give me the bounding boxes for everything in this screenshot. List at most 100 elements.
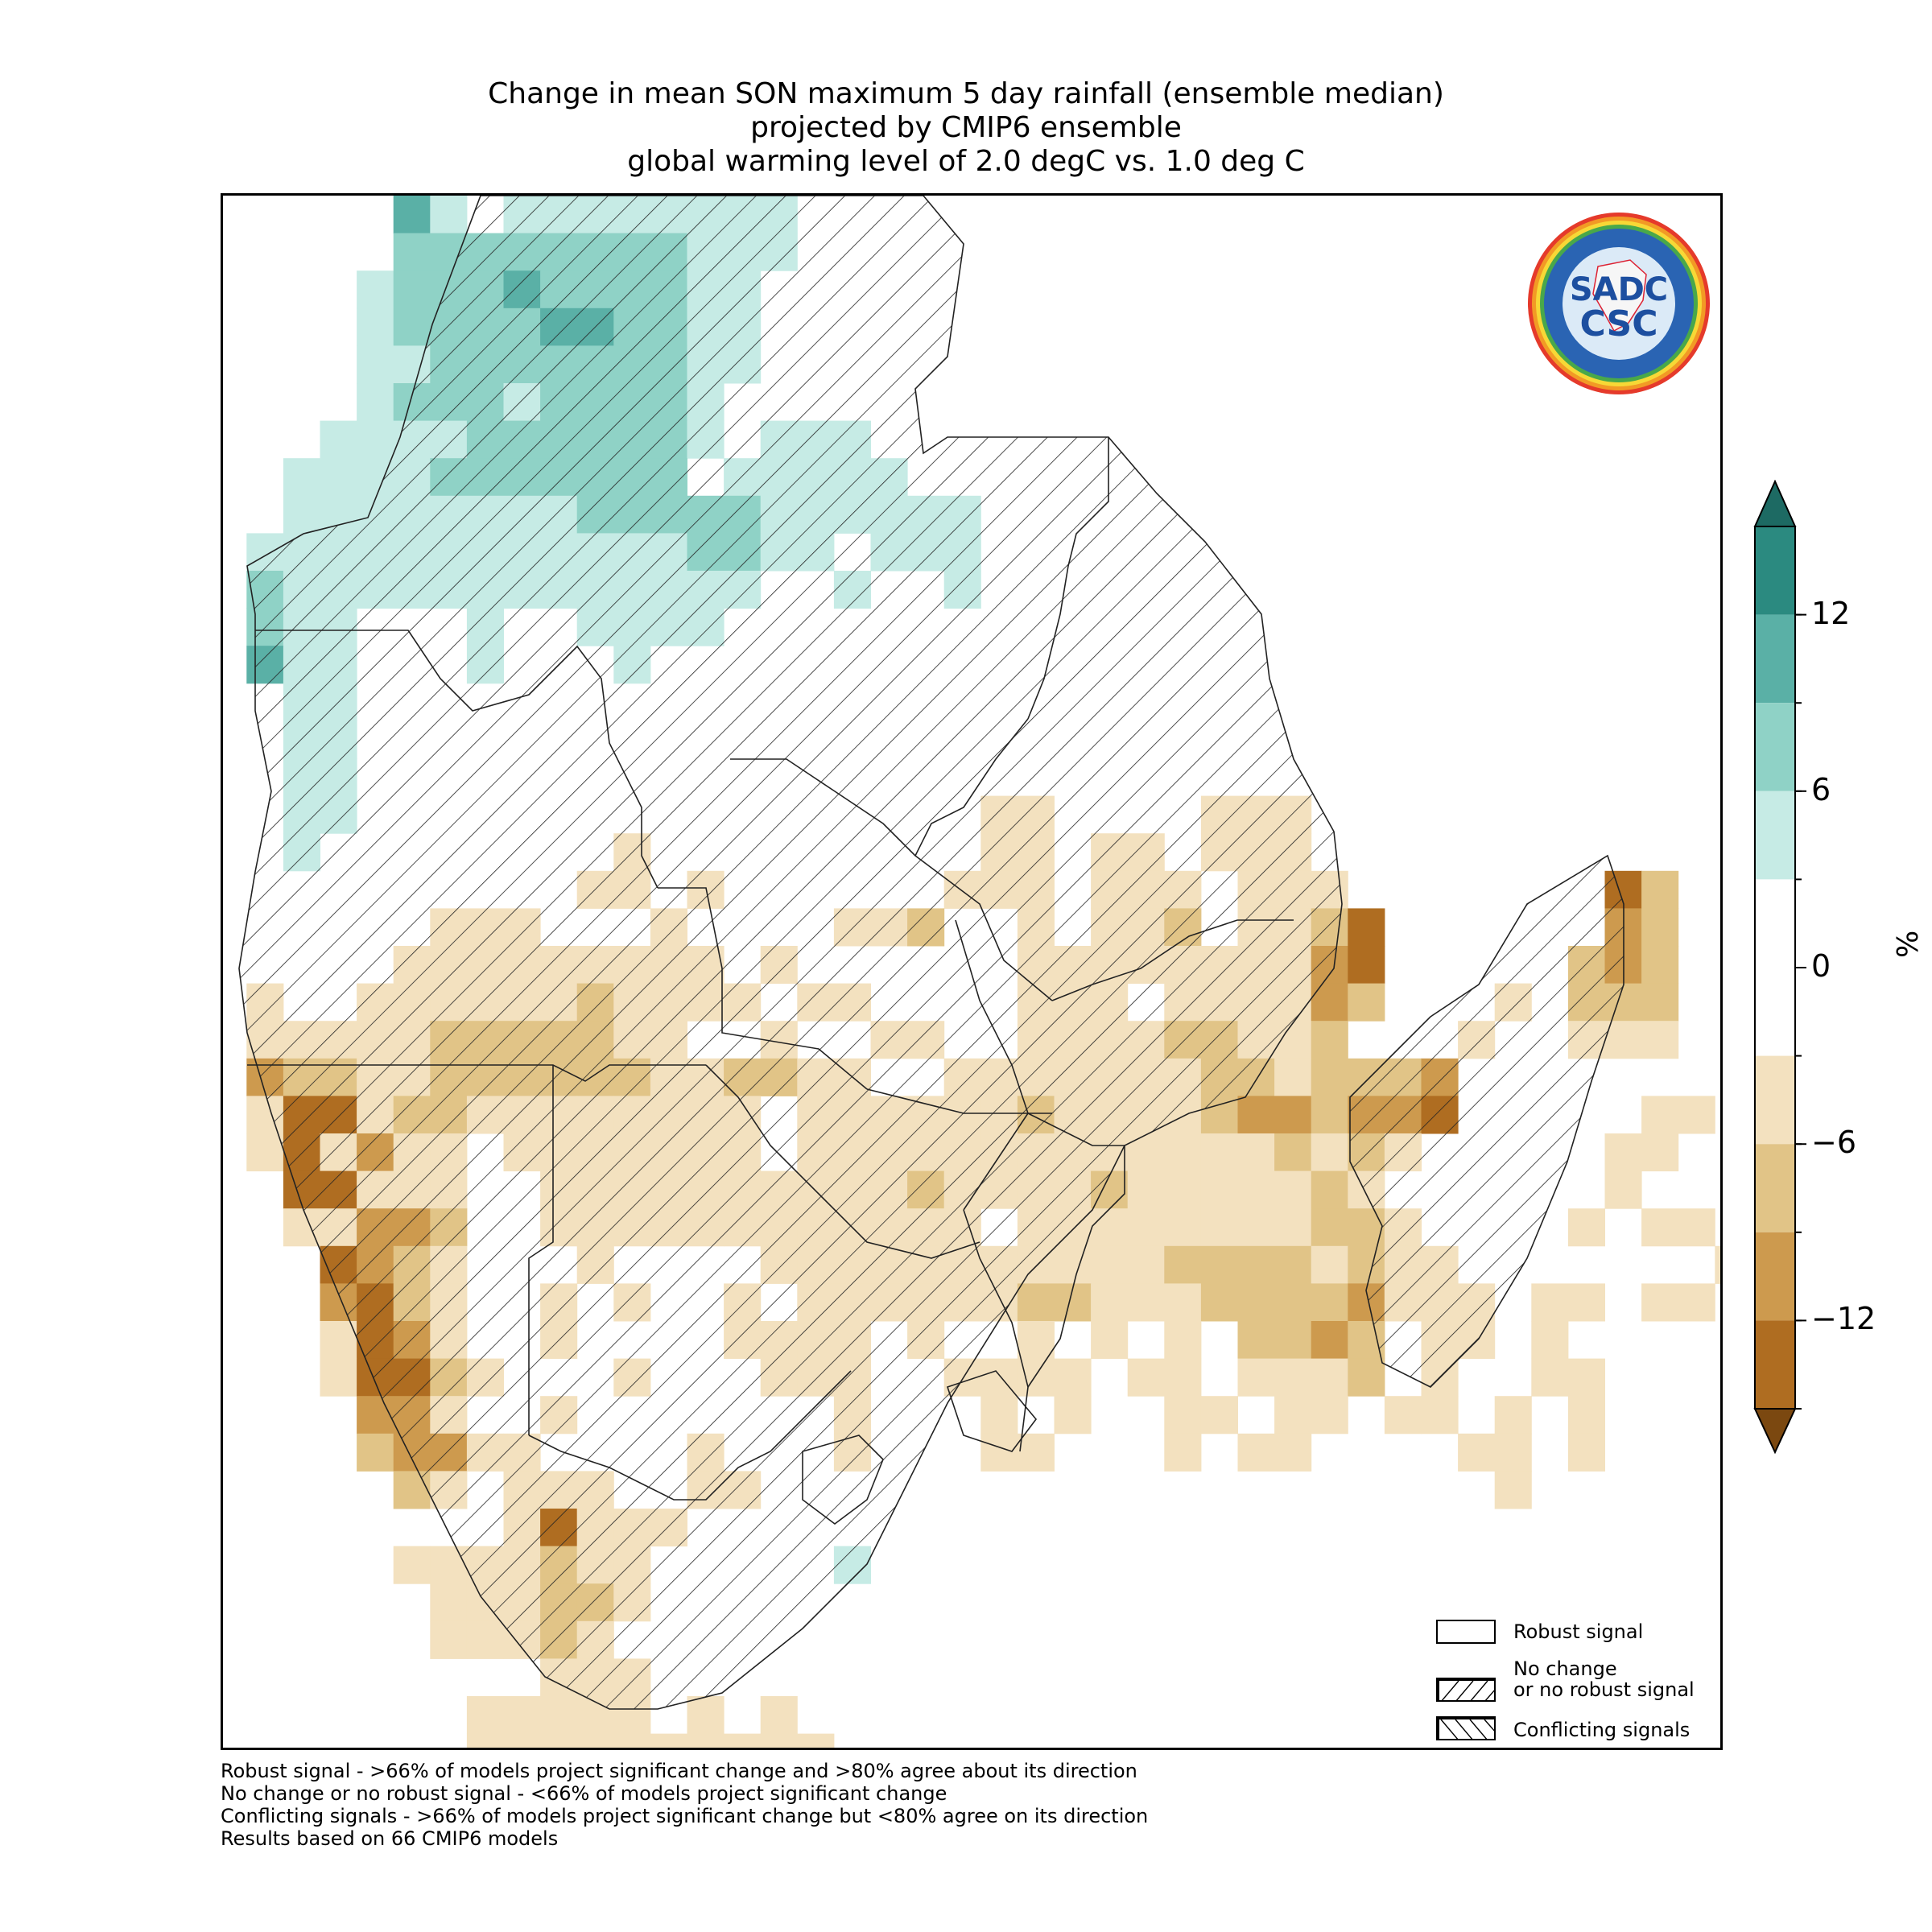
grid-cell — [1531, 1358, 1605, 1397]
grid-cell — [540, 1696, 578, 1735]
grid-cell — [980, 1396, 1018, 1435]
hatch-madagascar — [1350, 856, 1624, 1387]
grid-cell — [1567, 1433, 1605, 1472]
legend-label-no-robust: or no robust signal — [1513, 1678, 1695, 1701]
grid-cell — [283, 495, 320, 534]
grid-cell — [1237, 1358, 1348, 1397]
grid-cell — [1200, 1396, 1238, 1435]
grid-cell — [1200, 1208, 1275, 1247]
colorbar-bin-4 — [1755, 879, 1795, 1056]
grid-cell — [430, 1620, 468, 1659]
border-line — [802, 1435, 884, 1525]
grid-cell — [1274, 1208, 1312, 1247]
grid-cell — [1641, 1133, 1679, 1172]
grid-cell — [540, 1733, 578, 1748]
grid-cell — [357, 1433, 394, 1472]
grid-cell — [980, 1433, 1055, 1472]
grid-cell — [357, 270, 394, 309]
map-panel: SADC CSC — [221, 193, 1723, 1750]
grid-cell — [687, 1696, 724, 1735]
footnote-robust: Robust signal - >66% of models project s… — [221, 1760, 1137, 1782]
title-line-1: Change in mean SON maximum 5 day rainfal… — [488, 77, 1444, 110]
grid-cell — [1641, 908, 1679, 947]
grid-cell — [1127, 1208, 1202, 1247]
legend-swatch-robust — [1436, 1620, 1496, 1644]
colorbar-extend-low — [1753, 1408, 1797, 1454]
footnotes: Robust signal - >66% of models project s… — [221, 1760, 1148, 1850]
grid-cell — [1604, 1170, 1642, 1209]
grid-cell — [503, 1696, 541, 1735]
colorbar-tick-label: 0 — [1811, 948, 1831, 984]
hatching-no-robust-signal — [239, 196, 1624, 1709]
grid-cell — [1348, 908, 1385, 947]
grid-cell — [393, 1546, 431, 1584]
title-line-2: projected by CMIP6 ensemble — [750, 111, 1182, 144]
grid-cell — [430, 196, 468, 234]
grid-cell — [1054, 1396, 1092, 1435]
grid-cell — [1091, 1321, 1129, 1360]
border-line — [1027, 437, 1109, 720]
grid-cell — [1348, 983, 1385, 1022]
grid-cell — [466, 1620, 504, 1659]
grid-cell — [724, 1733, 762, 1748]
grid-cell — [1604, 1133, 1642, 1172]
grid-cell — [1311, 1021, 1348, 1059]
grid-cell — [430, 1583, 468, 1622]
grid-cell — [1311, 1133, 1348, 1172]
border-line — [528, 1370, 852, 1501]
colorbar-bin-5 — [1755, 1055, 1795, 1145]
chart-title: Change in mean SON maximum 5 day rainfal… — [0, 77, 1932, 179]
border-line — [255, 630, 658, 889]
grid-cell — [1531, 1321, 1569, 1360]
grid-cell — [1311, 1245, 1348, 1284]
grid-cell — [1237, 1433, 1312, 1472]
legend-label-no-change: No change — [1513, 1657, 1617, 1680]
grid-cell — [1091, 1283, 1129, 1322]
grid-cell — [1091, 1245, 1165, 1284]
grid-cell — [466, 1733, 541, 1748]
colorbar-tick-label: −6 — [1811, 1125, 1857, 1161]
grid-cell — [357, 308, 394, 346]
border-line — [1051, 919, 1294, 1001]
grid-cell — [1494, 1396, 1532, 1435]
border-line — [238, 196, 1343, 1710]
colorbar-unit: % — [1892, 930, 1925, 958]
grid-cell — [1237, 1096, 1312, 1134]
grid-cell — [1200, 1170, 1238, 1209]
border-line — [866, 1088, 1052, 1114]
grid-cell — [1237, 1321, 1312, 1360]
grid-cell — [1494, 1433, 1532, 1472]
legend-swatch-conflicting — [1436, 1716, 1496, 1740]
border-line — [946, 1370, 1038, 1452]
grid-cell — [1127, 1358, 1202, 1397]
colorbar-tick-label: 6 — [1811, 771, 1831, 807]
grid-cell — [1348, 1358, 1385, 1397]
grid-cell — [320, 1358, 357, 1397]
grid-cell — [1017, 1358, 1092, 1397]
border-line — [1027, 1113, 1125, 1146]
colorbar-tick-label: 12 — [1811, 595, 1851, 631]
footnote-no-change: No change or no robust signal - <66% of … — [221, 1782, 947, 1805]
border-line — [1027, 1146, 1125, 1388]
grid-cell — [1567, 1396, 1605, 1435]
grid-cell — [246, 1133, 284, 1172]
grid-cell — [1531, 1283, 1605, 1322]
grid-cell — [393, 196, 431, 234]
grid-cell — [1200, 1133, 1275, 1172]
grid-cell — [283, 458, 320, 497]
grid-cell — [1641, 870, 1679, 909]
grid-cell — [1274, 1058, 1312, 1096]
grid-cell — [1311, 1283, 1348, 1322]
grid-cell — [1715, 1245, 1720, 1284]
grid-cell — [1164, 1245, 1312, 1284]
colorbar-tick-label: −12 — [1811, 1301, 1876, 1337]
logo-abbrev-csc: CSC — [1579, 303, 1657, 345]
grid-cell — [576, 1733, 651, 1748]
grid-cell — [1274, 1396, 1348, 1435]
border-line — [1349, 854, 1624, 1388]
colorbar-bin-8 — [1755, 1320, 1795, 1409]
rainfall-change-map — [238, 196, 1720, 1748]
grid-cell — [1421, 1396, 1459, 1435]
grid-cell — [1494, 1471, 1532, 1509]
grid-cell — [1311, 1321, 1348, 1360]
